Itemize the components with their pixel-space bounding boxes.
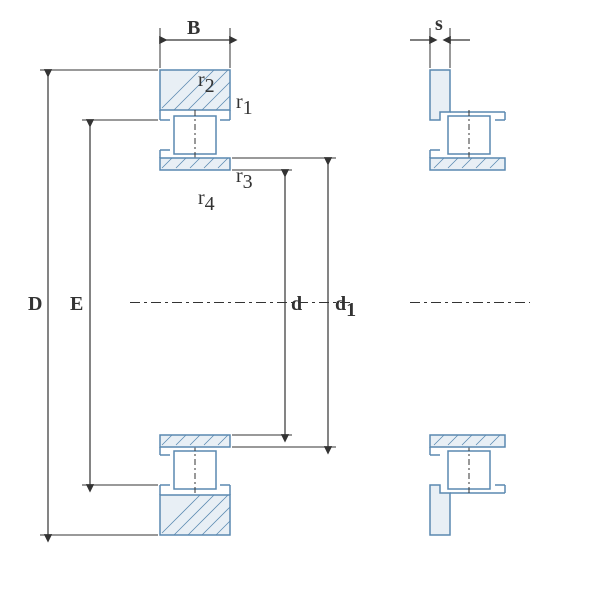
label-D: D xyxy=(28,293,42,315)
dim-s: s xyxy=(410,13,470,68)
callout-r1: r1 xyxy=(236,91,253,119)
callout-r3: r3 xyxy=(236,165,253,193)
svg-text:d1: d1 xyxy=(335,293,356,321)
label-B: B xyxy=(187,17,200,39)
svg-text:r4: r4 xyxy=(198,187,215,215)
label-r3-sub: 3 xyxy=(243,171,253,193)
label-r2-sub: 2 xyxy=(205,75,215,97)
label-d1-sub: 1 xyxy=(346,299,356,321)
dim-B: B xyxy=(160,17,230,68)
label-r4-sub: 4 xyxy=(205,193,215,215)
label-r1-sub: 1 xyxy=(243,97,253,119)
bearing-cross-section-diagram: B D E d d1 s r2 r1 xyxy=(0,0,600,600)
label-s: s xyxy=(435,13,443,35)
callout-r4: r4 xyxy=(198,187,215,215)
label-E: E xyxy=(70,293,83,315)
label-d: d xyxy=(291,293,302,315)
svg-text:r1: r1 xyxy=(236,91,253,119)
svg-text:r3: r3 xyxy=(236,165,253,193)
label-d1: d xyxy=(335,293,346,315)
